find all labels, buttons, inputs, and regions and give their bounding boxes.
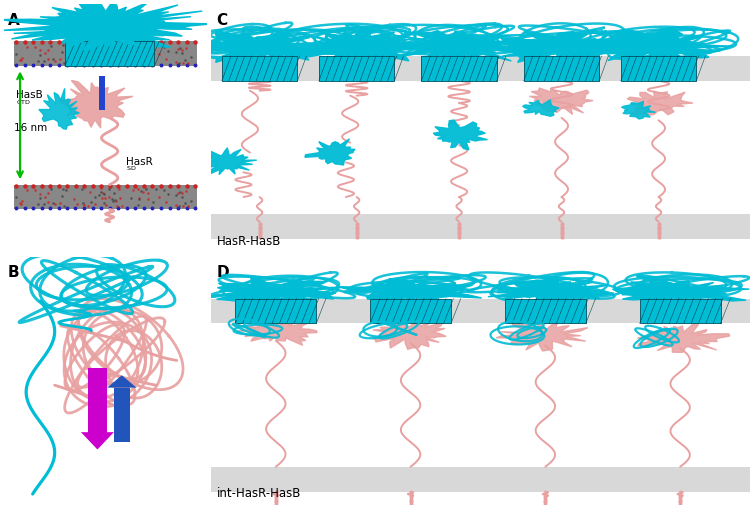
FancyBboxPatch shape <box>621 57 697 81</box>
FancyBboxPatch shape <box>505 299 586 324</box>
Text: $_\mathrm{SD}$: $_\mathrm{SD}$ <box>126 164 136 173</box>
FancyBboxPatch shape <box>211 57 750 81</box>
Polygon shape <box>612 280 749 302</box>
Text: $_\mathrm{CTD}$: $_\mathrm{CTD}$ <box>16 97 31 106</box>
Polygon shape <box>305 139 355 166</box>
Polygon shape <box>216 277 343 303</box>
Text: D: D <box>216 265 229 279</box>
Polygon shape <box>201 149 257 175</box>
Polygon shape <box>391 32 527 62</box>
Polygon shape <box>491 30 625 63</box>
FancyBboxPatch shape <box>524 57 599 81</box>
Text: 16 nm: 16 nm <box>14 122 48 132</box>
Polygon shape <box>0 0 212 50</box>
FancyBboxPatch shape <box>14 42 198 67</box>
Polygon shape <box>372 318 446 350</box>
FancyBboxPatch shape <box>14 185 198 210</box>
Polygon shape <box>14 15 182 50</box>
FancyBboxPatch shape <box>211 299 750 324</box>
FancyBboxPatch shape <box>211 467 750 492</box>
Polygon shape <box>638 323 730 353</box>
Polygon shape <box>523 100 559 117</box>
FancyBboxPatch shape <box>211 215 750 240</box>
FancyBboxPatch shape <box>421 57 497 81</box>
Text: C: C <box>216 13 228 27</box>
Polygon shape <box>229 318 317 346</box>
Text: HasR-HasB: HasR-HasB <box>216 234 281 247</box>
Polygon shape <box>627 92 693 116</box>
FancyBboxPatch shape <box>100 77 105 111</box>
FancyBboxPatch shape <box>319 57 394 81</box>
Text: HasB: HasB <box>16 90 43 100</box>
Polygon shape <box>81 432 114 449</box>
FancyBboxPatch shape <box>114 388 130 442</box>
FancyBboxPatch shape <box>639 299 721 324</box>
FancyBboxPatch shape <box>370 299 451 324</box>
Text: int-HasR-HasB: int-HasR-HasB <box>216 486 301 499</box>
Polygon shape <box>621 102 656 120</box>
FancyBboxPatch shape <box>235 299 316 324</box>
Polygon shape <box>582 29 732 63</box>
Polygon shape <box>338 279 482 306</box>
Polygon shape <box>60 81 133 129</box>
Text: B: B <box>8 265 20 279</box>
Text: A: A <box>8 13 20 27</box>
FancyBboxPatch shape <box>222 57 297 81</box>
Polygon shape <box>496 320 588 351</box>
Polygon shape <box>39 89 79 130</box>
Text: HasR: HasR <box>126 157 152 167</box>
Polygon shape <box>107 376 136 388</box>
Polygon shape <box>185 32 333 63</box>
Polygon shape <box>488 277 614 303</box>
Polygon shape <box>434 121 488 151</box>
Polygon shape <box>529 89 593 115</box>
Polygon shape <box>293 29 424 63</box>
FancyBboxPatch shape <box>88 368 106 437</box>
FancyBboxPatch shape <box>65 42 155 67</box>
